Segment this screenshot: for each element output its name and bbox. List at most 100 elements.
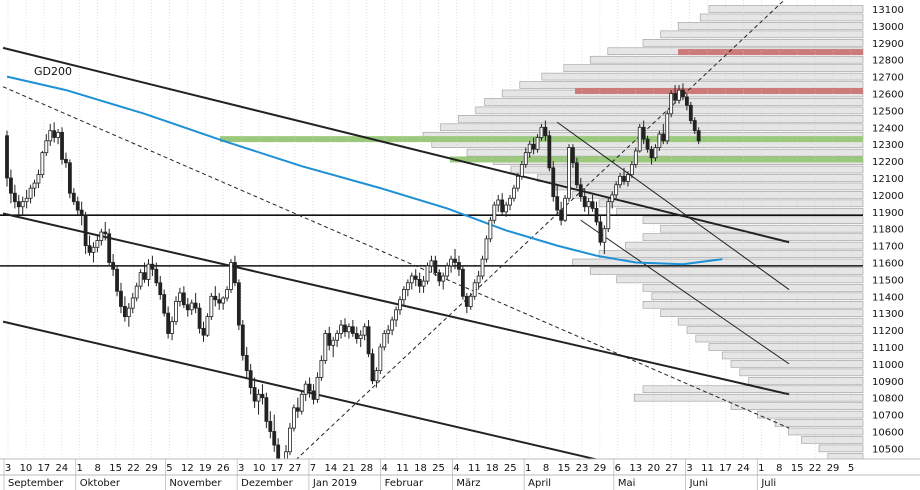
x-tick-label: 17 [38,463,51,474]
candle-body [464,295,469,307]
candle-body [319,360,324,378]
candle-body [653,147,658,159]
candle-body [354,333,359,339]
y-tick-label: 13000 [872,22,904,33]
candle-body [83,214,88,246]
y-tick-label: 11500 [872,275,904,286]
x-tick-label: 5 [848,463,854,474]
candle-body [185,304,190,311]
volume-profile-bar [787,427,864,436]
x-tick-label: 3 [238,463,244,474]
candle-body [295,407,300,412]
candle-body [484,238,489,260]
x-tick-label: 19 [199,463,212,474]
volume-profile-bar [554,182,864,191]
x-tick-label: 15 [791,463,804,474]
candle-body [150,263,155,270]
candle-body [252,387,257,402]
volume-profile-bar [510,165,864,174]
month-label: Oktober [80,478,121,489]
x-tick-label: 18 [414,463,427,474]
x-tick-label: 21 [342,463,355,474]
month-label: Juni [689,478,708,489]
volume-profile-bar [519,81,864,89]
candle-body [598,221,603,243]
candle-body [331,339,336,346]
candle-body [378,346,383,372]
y-tick-label: 11600 [872,259,904,270]
volume-profile-bar [589,55,864,64]
candle-body [20,201,25,208]
candle-body [174,300,178,323]
month-label: Dezember [241,478,293,489]
y-tick-label: 10500 [872,444,904,455]
x-tick-label: 24 [737,463,750,474]
candle-body [221,297,226,304]
x-tick-label: 4 [381,463,387,474]
candle-body [264,397,269,422]
candle-body [52,130,57,138]
volume-profile-bar [598,250,864,258]
candle-body [64,159,68,164]
candle-body [272,431,277,446]
x-tick-label: 15 [109,463,122,474]
candle-body [358,334,363,339]
month-label: Februar [385,478,424,489]
candle-body [402,289,406,301]
candle-body [421,280,426,287]
trendline [556,121,790,290]
candle-body [9,177,13,194]
y-tick-label: 10600 [872,428,904,439]
candle-body [87,245,92,253]
candle-body [602,228,607,243]
volume-profile-bar [757,410,864,419]
volume-profile-bar [801,436,864,444]
volume-profile-bar [721,351,864,360]
y-tick-label: 12300 [872,140,904,151]
candle-body [315,377,320,400]
candle-body [563,197,567,221]
candle-body [181,292,186,306]
volume-profile-bar [660,30,864,39]
candle-body [236,282,241,326]
candle-body [288,427,292,453]
volume-profile-bar [774,419,864,427]
support-zone [450,156,863,163]
candle-body [130,297,135,309]
y-tick-label: 12600 [872,90,904,101]
x-tick-label: 22 [127,463,140,474]
candle-body [95,240,100,248]
candle-body [677,89,681,101]
candle-body [488,219,493,240]
y-tick-label: 12200 [872,157,904,168]
candle-body [146,263,151,280]
volume-profile-bar [541,72,864,81]
volume-profile-bar [457,115,864,123]
volume-profile-bar [686,326,864,334]
candle-body [555,196,560,211]
volume-profile-bar [440,123,864,132]
candle-body [323,333,328,361]
volume-profile-bar [642,284,864,292]
candle-body [472,282,477,297]
x-tick-label: 10 [20,463,33,474]
gd200-label: GD200 [34,65,72,78]
candle-body [567,147,571,199]
gd200-line [6,75,723,266]
x-tick-label: 27 [665,463,678,474]
x-tick-label: 8 [543,463,549,474]
candle-body [217,299,222,304]
x-tick-label: 29 [145,463,158,474]
candle-body [178,292,182,302]
candle-body [641,126,646,140]
x-tick-label: 11 [396,463,409,474]
candle-body [44,140,49,154]
y-tick-label: 11800 [872,225,904,236]
candle-body [610,194,615,203]
candle-body [445,265,450,277]
candle-body [303,383,308,395]
x-tick-label: 25 [432,463,445,474]
x-tick-label: 13 [629,463,642,474]
month-label: Mai [618,478,636,489]
candle-body [240,324,245,356]
